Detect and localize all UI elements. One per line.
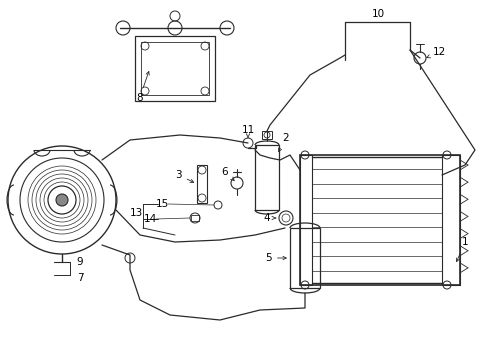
Text: 11: 11 (242, 125, 255, 138)
Bar (135, 36, 215, 101)
Text: 15: 15 (155, 199, 169, 209)
Bar (255, 145, 279, 210)
Bar (141, 42, 209, 95)
Text: 14: 14 (144, 214, 157, 224)
Circle shape (56, 194, 68, 206)
Bar (300, 155, 312, 285)
Text: 3: 3 (175, 170, 194, 183)
Text: 6: 6 (221, 167, 234, 180)
Text: 5: 5 (266, 253, 286, 263)
Text: 12: 12 (427, 47, 446, 58)
Text: 8: 8 (136, 72, 149, 103)
Text: 2: 2 (279, 133, 289, 152)
Text: 9: 9 (77, 257, 83, 267)
Bar (442, 155, 460, 285)
Bar (191, 215, 199, 221)
Text: 4: 4 (264, 213, 276, 223)
Bar (290, 228, 320, 288)
Text: 13: 13 (129, 208, 143, 218)
Bar (262, 131, 272, 139)
Text: 7: 7 (77, 273, 83, 283)
Bar (300, 155, 460, 285)
Bar (197, 165, 207, 203)
Text: 1: 1 (456, 237, 468, 262)
Text: 10: 10 (371, 9, 385, 19)
